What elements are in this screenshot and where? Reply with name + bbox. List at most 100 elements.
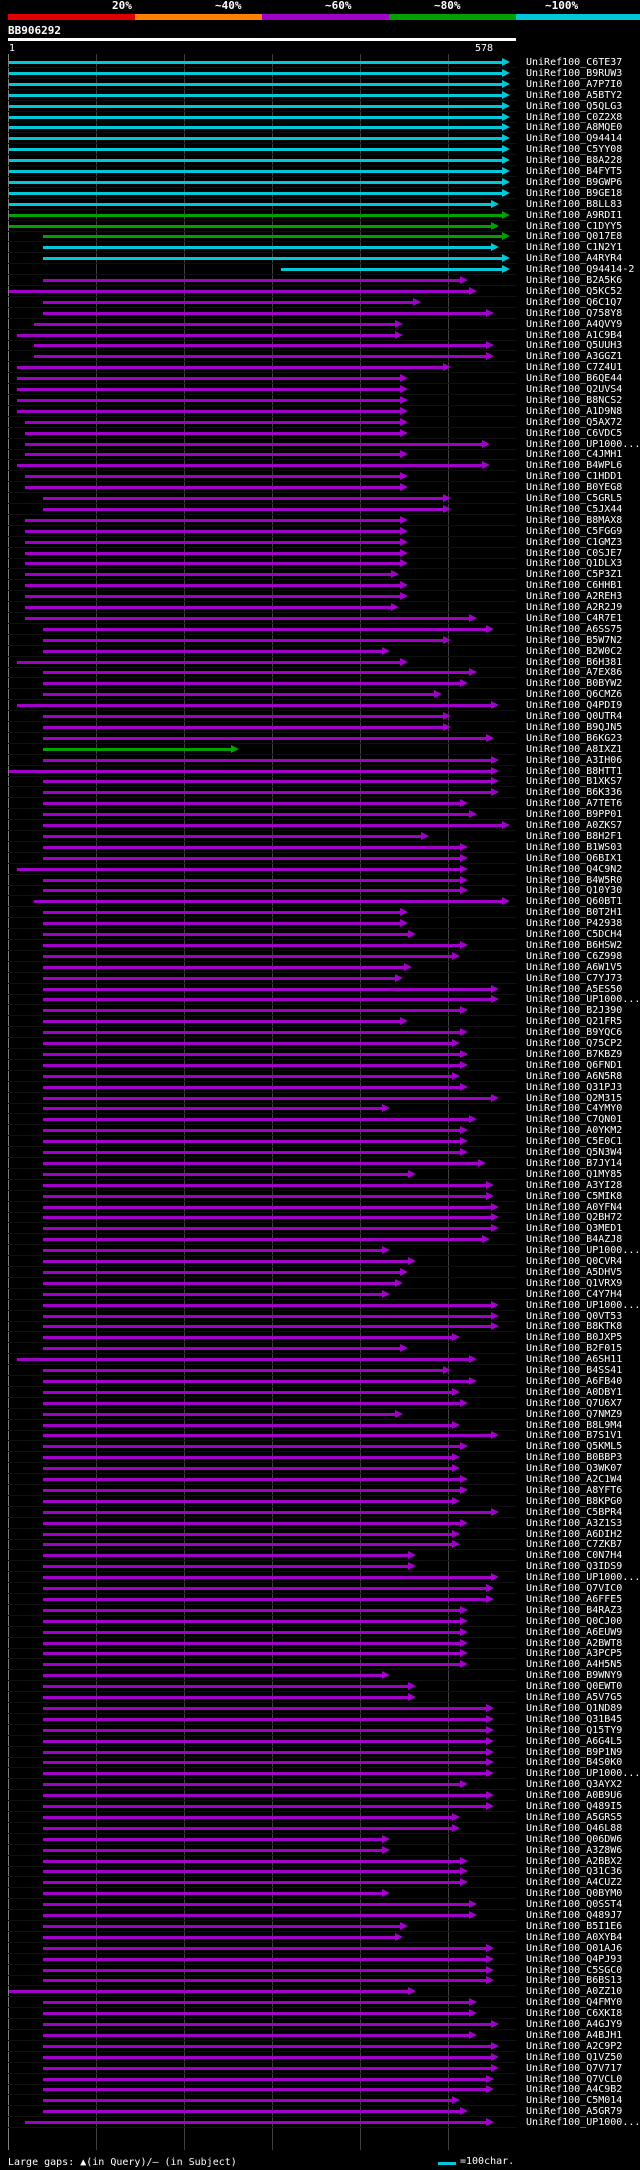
hit-name-link[interactable]: UniRef100_UP1000... bbox=[526, 1299, 640, 1311]
hit-name-link[interactable]: UniRef100_C1GMZ3 bbox=[526, 536, 623, 548]
hit-name-link[interactable]: UniRef100_B9RUW3 bbox=[526, 67, 623, 79]
hit-name-link[interactable]: UniRef100_B6H381 bbox=[526, 656, 623, 668]
hit-name-link[interactable]: UniRef100_B4RAZ3 bbox=[526, 1604, 623, 1616]
hit-name-link[interactable]: UniRef100_A5ES50 bbox=[526, 983, 623, 995]
hit-name-link[interactable]: UniRef100_A2R2J9 bbox=[526, 602, 623, 613]
hit-name-link[interactable]: UniRef100_Q3IDS9 bbox=[526, 1561, 623, 1573]
hit-name-link[interactable]: UniRef100_Q7VIC0 bbox=[526, 1583, 623, 1594]
hit-name-link[interactable]: UniRef100_A2REH3 bbox=[526, 591, 623, 603]
hit-name-link[interactable]: UniRef100_B2A5K6 bbox=[526, 275, 623, 286]
hit-name-link[interactable]: UniRef100_C4JMH1 bbox=[526, 449, 623, 461]
hit-name-link[interactable]: UniRef100_Q0UTR4 bbox=[526, 711, 623, 722]
hit-name-link[interactable]: UniRef100_B0BBP3 bbox=[526, 1452, 623, 1464]
hit-name-link[interactable]: UniRef100_B4S0K0 bbox=[526, 1757, 623, 1769]
hit-name-link[interactable]: UniRef100_C6TE37 bbox=[526, 57, 623, 68]
hit-name-link[interactable]: UniRef100_Q6CMZ6 bbox=[526, 689, 623, 701]
hit-name-link[interactable]: UniRef100_C5FGG9 bbox=[526, 525, 623, 537]
hit-name-link[interactable]: UniRef100_B8HTT1 bbox=[526, 765, 623, 777]
hit-name-link[interactable]: UniRef100_C5MIK8 bbox=[526, 1190, 623, 1202]
hit-name-link[interactable]: UniRef100_B8KTK8 bbox=[526, 1321, 623, 1333]
hit-name-link[interactable]: UniRef100_A3GGZ1 bbox=[526, 351, 623, 363]
hit-name-link[interactable]: UniRef100_B9QJN5 bbox=[526, 721, 623, 733]
hit-name-link[interactable]: UniRef100_Q15TY9 bbox=[526, 1724, 623, 1736]
hit-name-link[interactable]: UniRef100_Q31B45 bbox=[526, 1713, 623, 1725]
hit-name-link[interactable]: UniRef100_Q31PJ3 bbox=[526, 1081, 623, 1093]
hit-name-link[interactable]: UniRef100_C1HDD1 bbox=[526, 471, 623, 483]
hit-name-link[interactable]: UniRef100_B4AZJ8 bbox=[526, 1234, 623, 1246]
hit-name-link[interactable]: UniRef100_B9P1N9 bbox=[526, 1746, 623, 1758]
hit-name-link[interactable]: UniRef100_Q1ND89 bbox=[526, 1702, 623, 1714]
hit-name-link[interactable]: UniRef100_C6VDC5 bbox=[526, 427, 623, 439]
hit-name-link[interactable]: UniRef100_A4C9B2 bbox=[526, 2084, 623, 2096]
hit-name-link[interactable]: UniRef100_Q2BH72 bbox=[526, 1212, 623, 1224]
hit-name-link[interactable]: UniRef100_A0YFN4 bbox=[526, 1201, 623, 1213]
hit-name-link[interactable]: UniRef100_B0BYW2 bbox=[526, 678, 623, 690]
hit-name-link[interactable]: UniRef100_A3Z1S3 bbox=[526, 1517, 623, 1529]
hit-name-link[interactable]: UniRef100_A6EUW9 bbox=[526, 1626, 623, 1638]
hit-name-link[interactable]: UniRef100_C5SGC0 bbox=[526, 1964, 623, 1976]
hit-name-link[interactable]: UniRef100_Q3WK07 bbox=[526, 1463, 623, 1475]
hit-name-link[interactable]: UniRef100_C5BPR4 bbox=[526, 1506, 623, 1518]
hit-name-link[interactable]: UniRef100_B1XKS7 bbox=[526, 776, 623, 788]
hit-name-link[interactable]: UniRef100_A0YKM2 bbox=[526, 1125, 623, 1137]
hit-name-link[interactable]: UniRef100_A6N5R8 bbox=[526, 1070, 623, 1082]
hit-name-link[interactable]: UniRef100_C4YMY0 bbox=[526, 1103, 623, 1115]
hit-name-link[interactable]: UniRef100_Q75CP2 bbox=[526, 1038, 623, 1049]
hit-name-link[interactable]: UniRef100_B2J390 bbox=[526, 1005, 623, 1017]
hit-name-link[interactable]: UniRef100_A6G4L5 bbox=[526, 1735, 623, 1747]
hit-name-link[interactable]: UniRef100_A0ZZ10 bbox=[526, 1986, 623, 1998]
hit-name-link[interactable]: UniRef100_Q1MY85 bbox=[526, 1168, 623, 1180]
hit-name-link[interactable]: UniRef100_Q01AJ6 bbox=[526, 1942, 623, 1954]
hit-name-link[interactable]: UniRef100_A6W1V5 bbox=[526, 961, 623, 973]
hit-name-link[interactable]: UniRef100_B6BS13 bbox=[526, 1975, 623, 1987]
hit-name-link[interactable]: UniRef100_C7ZKB7 bbox=[526, 1539, 623, 1551]
hit-name-link[interactable]: UniRef100_Q10Y30 bbox=[526, 885, 623, 897]
hit-name-link[interactable]: UniRef100_C1N2Y1 bbox=[526, 242, 623, 254]
hit-name-link[interactable]: UniRef100_Q94414 bbox=[526, 133, 623, 145]
hit-name-link[interactable]: UniRef100_C6Z998 bbox=[526, 950, 623, 962]
hit-name-link[interactable]: UniRef100_A5GR79 bbox=[526, 2106, 623, 2118]
hit-name-link[interactable]: UniRef100_B4SS41 bbox=[526, 1365, 623, 1376]
hit-name-link[interactable]: UniRef100_Q4FMY0 bbox=[526, 1997, 623, 2009]
hit-name-link[interactable]: UniRef100_Q489I5 bbox=[526, 1801, 623, 1812]
hit-name-link[interactable]: UniRef100_A4GJY9 bbox=[526, 2019, 623, 2030]
hit-name-link[interactable]: UniRef100_B0YEG8 bbox=[526, 482, 623, 494]
hit-name-link[interactable]: UniRef100_A8MQE0 bbox=[526, 122, 623, 134]
hit-name-link[interactable]: UniRef100_C5JX44 bbox=[526, 503, 623, 515]
hit-name-link[interactable]: UniRef100_C0SJE7 bbox=[526, 547, 623, 559]
hit-name-link[interactable]: UniRef100_Q0CVR4 bbox=[526, 1256, 623, 1267]
hit-name-link[interactable]: UniRef100_B8NCS2 bbox=[526, 394, 623, 406]
hit-name-link[interactable]: UniRef100_B9YQC6 bbox=[526, 1027, 623, 1039]
hit-name-link[interactable]: UniRef100_A2C9P2 bbox=[526, 2040, 623, 2052]
hit-name-link[interactable]: UniRef100_A5GRS5 bbox=[526, 1811, 623, 1823]
hit-name-link[interactable]: UniRef100_B4WPL6 bbox=[526, 460, 623, 472]
hit-name-link[interactable]: UniRef100_B8H2F1 bbox=[526, 830, 623, 842]
hit-name-link[interactable]: UniRef100_B4W5R0 bbox=[526, 874, 623, 886]
hit-name-link[interactable]: UniRef100_B2F015 bbox=[526, 1343, 623, 1355]
hit-name-link[interactable]: UniRef100_Q0EWT0 bbox=[526, 1681, 623, 1693]
hit-name-link[interactable]: UniRef100_C5M014 bbox=[526, 2095, 623, 2107]
hit-name-link[interactable]: UniRef100_C1DYY5 bbox=[526, 220, 623, 232]
hit-name-link[interactable]: UniRef100_Q5N3W4 bbox=[526, 1147, 623, 1158]
hit-name-link[interactable]: UniRef100_Q0VT53 bbox=[526, 1310, 623, 1322]
hit-name-link[interactable]: UniRef100_Q5KML5 bbox=[526, 1441, 623, 1453]
hit-name-link[interactable]: UniRef100_B8KPG0 bbox=[526, 1495, 623, 1507]
hit-name-link[interactable]: UniRef100_B9WNY9 bbox=[526, 1670, 623, 1682]
hit-name-link[interactable]: UniRef100_Q6FND1 bbox=[526, 1059, 623, 1071]
hit-name-link[interactable]: UniRef100_C6XKI8 bbox=[526, 2008, 623, 2020]
hit-name-link[interactable]: UniRef100_B6K336 bbox=[526, 787, 623, 799]
hit-name-link[interactable]: UniRef100_C5YY08 bbox=[526, 144, 623, 156]
hit-name-link[interactable]: UniRef100_A5BTY2 bbox=[526, 89, 623, 101]
hit-name-link[interactable]: UniRef100_B8L9M4 bbox=[526, 1419, 623, 1431]
hit-name-link[interactable]: UniRef100_A8YFT6 bbox=[526, 1484, 623, 1496]
hit-name-link[interactable]: UniRef100_Q5AX72 bbox=[526, 416, 623, 428]
hit-name-link[interactable]: UniRef100_B1WS03 bbox=[526, 841, 623, 853]
hit-name-link[interactable]: UniRef100_Q4C9N2 bbox=[526, 863, 623, 875]
hit-name-link[interactable]: UniRef100_Q6BIX1 bbox=[526, 852, 623, 864]
hit-name-link[interactable]: UniRef100_Q1VZ50 bbox=[526, 2051, 623, 2063]
hit-name-link[interactable]: UniRef100_B8MAX8 bbox=[526, 514, 623, 526]
hit-name-link[interactable]: UniRef100_Q5QLG3 bbox=[526, 100, 623, 112]
hit-name-link[interactable]: UniRef100_A0B9U6 bbox=[526, 1790, 623, 1802]
hit-name-link[interactable]: UniRef100_Q4PJ93 bbox=[526, 1953, 623, 1965]
hit-name-link[interactable]: UniRef100_A3IH06 bbox=[526, 754, 623, 766]
